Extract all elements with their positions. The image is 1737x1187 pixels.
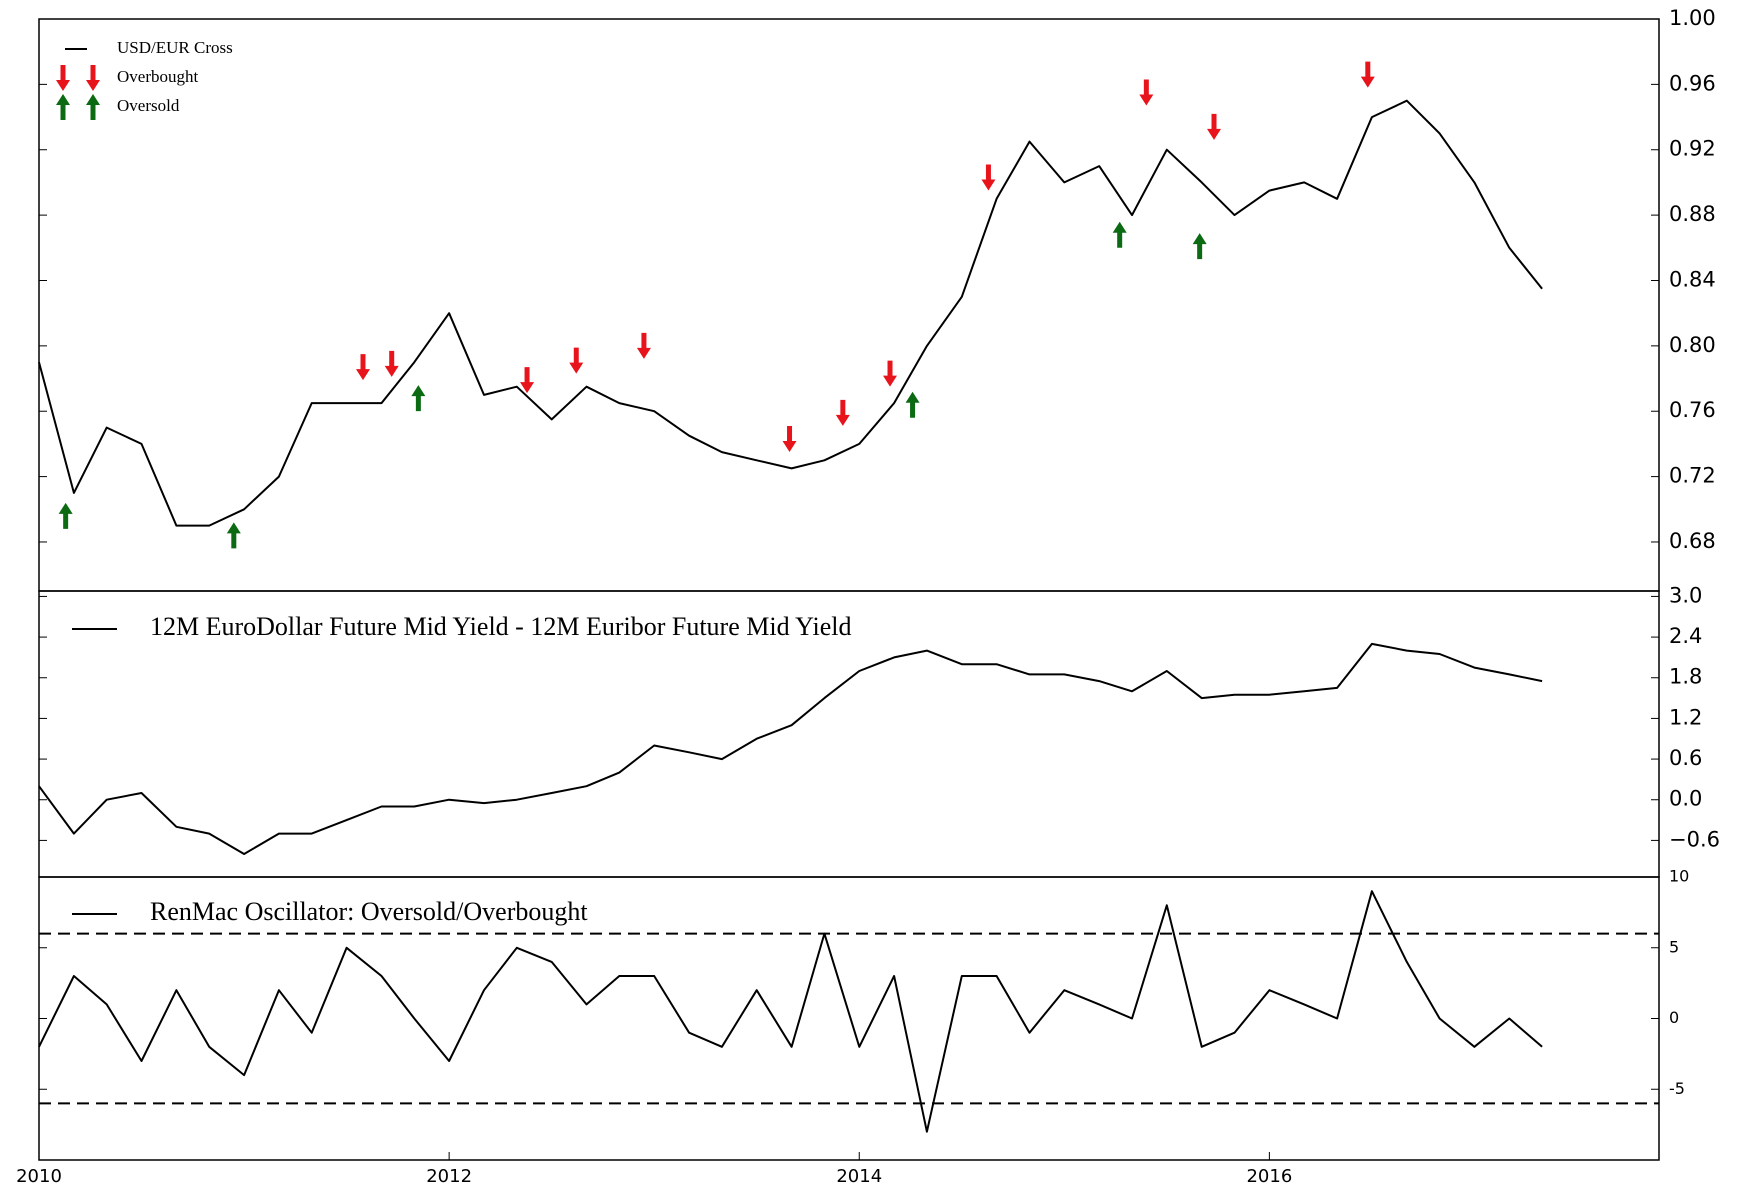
signal-arrow xyxy=(569,347,584,374)
x-tick-label: 2010 xyxy=(16,1166,62,1187)
y-tick-label: 2.4 xyxy=(1669,624,1702,648)
y-tick-label: 0.88 xyxy=(1669,202,1716,226)
panel-frame xyxy=(38,18,1660,592)
y-tick-label: 0.96 xyxy=(1669,71,1716,95)
signal-arrow xyxy=(384,350,399,377)
y-tick-label: 0.6 xyxy=(1669,746,1702,770)
signal-arrow xyxy=(58,502,73,529)
signal-arrow xyxy=(226,522,241,549)
y-tick-label: 0.76 xyxy=(1669,398,1716,422)
x-tick-label: 2012 xyxy=(426,1166,472,1187)
legend-label: 12M EuroDollar Future Mid Yield - 12M Eu… xyxy=(150,612,851,641)
y-tick-label: 1.8 xyxy=(1669,665,1702,689)
legend-label: Oversold xyxy=(117,96,180,115)
series-line xyxy=(38,642,1543,855)
y-tick-label: 0.80 xyxy=(1669,333,1716,357)
signal-arrow xyxy=(1112,221,1127,248)
signal-arrow xyxy=(1139,79,1154,106)
legend-arrow xyxy=(56,94,70,120)
y-tick-label: 1.00 xyxy=(1669,6,1716,30)
signal-arrow xyxy=(411,385,426,412)
signal-arrow xyxy=(835,399,850,426)
y-tick-label: 5 xyxy=(1669,937,1679,956)
legend-arrow xyxy=(86,65,100,91)
y-tick-label: 0.68 xyxy=(1669,529,1716,553)
y-tick-label: 1.2 xyxy=(1669,705,1702,729)
signal-arrow xyxy=(636,332,651,359)
series-line xyxy=(38,99,1543,527)
legend-arrow xyxy=(86,94,100,120)
signal-arrow xyxy=(356,354,370,381)
y-tick-label: −0.6 xyxy=(1669,827,1720,851)
series-line xyxy=(38,890,1543,1133)
signal-arrow xyxy=(905,391,920,418)
signal-arrow xyxy=(1360,61,1375,88)
signal-arrow xyxy=(520,367,535,394)
y-tick-label: -5 xyxy=(1669,1079,1685,1098)
y-tick-label: 10 xyxy=(1669,867,1689,886)
legend-label: RenMac Oscillator: Oversold/Overbought xyxy=(150,897,588,926)
y-tick-label: 3.0 xyxy=(1669,583,1702,607)
y-tick-label: 0.72 xyxy=(1669,464,1716,488)
x-tick-label: 2014 xyxy=(836,1166,882,1187)
signal-arrow xyxy=(1192,233,1207,260)
signal-arrow xyxy=(883,360,898,387)
y-tick-label: 0 xyxy=(1669,1008,1679,1027)
legend-label: Overbought xyxy=(117,67,198,86)
y-tick-label: 0.84 xyxy=(1669,267,1716,291)
y-tick-label: 0.92 xyxy=(1669,137,1716,161)
legend-label: USD/EUR Cross xyxy=(117,38,233,57)
x-tick-label: 2016 xyxy=(1246,1166,1292,1187)
signal-arrow xyxy=(981,164,996,191)
signal-arrow xyxy=(1207,113,1222,140)
legend-arrow xyxy=(56,65,70,91)
y-tick-label: 0.0 xyxy=(1669,787,1702,811)
signal-arrow xyxy=(782,426,797,453)
